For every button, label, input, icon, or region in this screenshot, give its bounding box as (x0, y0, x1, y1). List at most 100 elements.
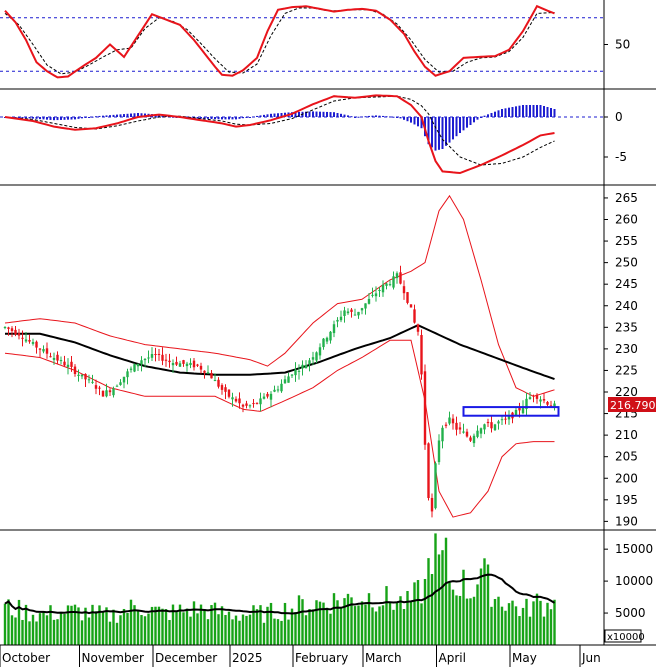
volume-bar (59, 612, 63, 645)
volume-bar (318, 601, 322, 645)
candle-body (325, 337, 329, 342)
candle-body (525, 398, 528, 410)
volume-bar (434, 533, 437, 645)
macd-hist-bar (161, 115, 164, 117)
macd-hist-bar (105, 115, 108, 117)
candle-body (87, 379, 91, 381)
macd-hist-bar (543, 106, 545, 117)
candle-body (315, 352, 318, 361)
macd-hist-bar (172, 116, 174, 118)
macd-hist-bar (312, 111, 314, 117)
candle-body (353, 314, 357, 316)
macd-hist-bar (452, 117, 454, 140)
macd-hist-bar (357, 116, 360, 118)
candle-body (329, 331, 332, 341)
month-label: 2025 (232, 651, 263, 665)
volume-bar (311, 609, 315, 645)
candle-body (154, 354, 157, 356)
candle-body (59, 360, 63, 362)
volume-bar (490, 606, 493, 645)
volume-bar (465, 598, 469, 645)
candle-body (542, 399, 546, 401)
macd-hist-bar (210, 117, 213, 119)
candle-body (227, 389, 231, 397)
macd-hist-bar (217, 117, 220, 120)
macd-hist-bar (32, 117, 34, 119)
macd-hist-bar (123, 114, 125, 117)
candle-body (385, 283, 388, 286)
month-label: November (82, 651, 144, 665)
candle-body (10, 328, 14, 332)
month-label: May (512, 651, 537, 665)
volume-bar (238, 620, 241, 645)
volume-bar (94, 611, 98, 645)
volume-unit-label: x10000 (607, 632, 645, 643)
volume-bar (119, 615, 122, 645)
candle-body (66, 364, 70, 367)
macd-hist-bar (480, 117, 482, 118)
macd-hist-bar (67, 117, 69, 120)
macd-hist-bar (487, 114, 489, 117)
volume-bar (122, 608, 126, 645)
volume-bar (283, 602, 287, 645)
candle-body (164, 359, 168, 361)
volume-bar (35, 621, 38, 645)
volume-bar (416, 580, 420, 645)
volume-bar (196, 613, 199, 645)
volume-bar (343, 598, 346, 645)
candle-body (360, 308, 364, 311)
bollinger-upper-line (4, 194, 555, 397)
macd-hist-bar (378, 115, 381, 117)
macd-hist-bar (56, 117, 59, 121)
macd-hist-bar (77, 117, 80, 119)
macd-tick-label: 0 (615, 110, 623, 124)
volume-bar (154, 606, 157, 645)
candle-body (297, 370, 301, 372)
macd-hist-bar (60, 117, 62, 120)
macd-hist-bar (133, 113, 136, 117)
candle-body (28, 340, 31, 342)
macd-hist-bar (375, 115, 377, 117)
macd-hist-bar (91, 116, 94, 118)
candle-body (245, 403, 248, 406)
candle-body (220, 385, 224, 390)
macd-hist-bar (529, 105, 531, 117)
macd-hist-bar (392, 116, 395, 118)
volume-bar (472, 596, 476, 645)
candle-body (434, 463, 437, 509)
volume-bar (101, 611, 105, 645)
macd-hist-bar (126, 113, 129, 117)
volume-bar (287, 619, 290, 645)
volume-bar (112, 609, 115, 645)
candle-body (514, 409, 518, 415)
macd-hist-bar (403, 117, 405, 120)
macd-hist-bar (326, 111, 328, 117)
price-tick-label: 190 (615, 514, 638, 528)
macd-hist-bar (413, 117, 416, 125)
candle-body (350, 309, 353, 312)
macd-hist-bar (235, 117, 237, 120)
candle-body (157, 353, 161, 355)
macd-hist-bar (494, 111, 496, 117)
candle-body (21, 337, 24, 339)
volume-bar (542, 616, 546, 645)
macd-hist-bar (546, 107, 549, 117)
volume-bar (273, 618, 276, 645)
volume-bar (444, 537, 448, 645)
volume-bar (308, 609, 311, 645)
candle-body (122, 376, 126, 383)
volume-bar (210, 605, 213, 645)
candle-body (171, 363, 175, 366)
candle-body (444, 424, 448, 426)
macd-hist-bar (53, 117, 55, 121)
macd-hist-bar (347, 115, 349, 117)
candle-body (549, 405, 553, 407)
volume-bar (199, 604, 203, 645)
macd-hist-bar (46, 117, 48, 120)
volume-bar (388, 601, 392, 645)
volume-bar (77, 607, 80, 645)
volume-bar (539, 600, 542, 645)
candle-body (94, 385, 98, 389)
volume-bar (511, 600, 514, 645)
